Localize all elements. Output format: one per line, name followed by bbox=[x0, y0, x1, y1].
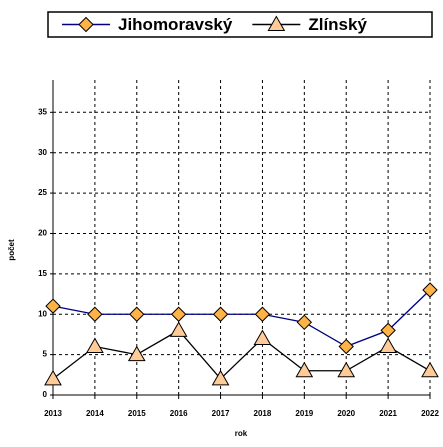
y-tick-label: 20 bbox=[38, 229, 47, 238]
data-point bbox=[380, 322, 396, 339]
y-tick-label: 15 bbox=[38, 269, 47, 278]
y-tick-label: 0 bbox=[43, 390, 48, 399]
legend-box bbox=[47, 11, 433, 38]
x-tick-label: 2018 bbox=[254, 409, 272, 418]
data-point bbox=[254, 306, 271, 322]
legend-label: Zlínský bbox=[308, 15, 367, 34]
data-point bbox=[337, 361, 356, 378]
data-point bbox=[421, 361, 439, 378]
data-point bbox=[422, 282, 438, 298]
data-point bbox=[170, 306, 187, 322]
data-point bbox=[45, 298, 61, 314]
data-point bbox=[295, 361, 314, 378]
y-tick-label: 5 bbox=[43, 350, 48, 359]
y-tick-label: 30 bbox=[38, 148, 47, 157]
data-point bbox=[338, 338, 354, 355]
x-axis-title: rok bbox=[235, 429, 248, 438]
x-tick-label: 2019 bbox=[295, 409, 313, 418]
x-tick-label: 2015 bbox=[128, 409, 146, 418]
series-line bbox=[52, 289, 431, 348]
x-tick-label: 2021 bbox=[379, 409, 397, 418]
series-line bbox=[52, 329, 431, 380]
x-tick-label: 2020 bbox=[337, 409, 355, 418]
y-tick-label: 25 bbox=[38, 188, 47, 197]
x-tick-label: 2017 bbox=[212, 409, 230, 418]
y-tick-label: 35 bbox=[38, 107, 47, 116]
data-point bbox=[127, 345, 146, 362]
y-tick-label: 10 bbox=[38, 309, 47, 318]
legend-label: Jihomoravský bbox=[118, 15, 233, 34]
data-point bbox=[296, 314, 313, 331]
y-axis-title: počet bbox=[7, 239, 16, 261]
data-point bbox=[86, 337, 104, 354]
data-point bbox=[44, 369, 62, 386]
legend-marker bbox=[78, 16, 94, 33]
x-tick-label: 2022 bbox=[421, 409, 439, 418]
data-point bbox=[253, 329, 272, 345]
data-point bbox=[212, 306, 229, 322]
legend-marker bbox=[267, 15, 286, 31]
data-point bbox=[169, 321, 188, 337]
x-tick-label: 2013 bbox=[44, 409, 62, 418]
x-tick-label: 2014 bbox=[86, 409, 104, 418]
data-point bbox=[211, 369, 230, 386]
x-tick-label: 2016 bbox=[170, 409, 188, 418]
data-point bbox=[87, 306, 103, 322]
data-point bbox=[379, 337, 397, 354]
data-point bbox=[129, 306, 145, 322]
